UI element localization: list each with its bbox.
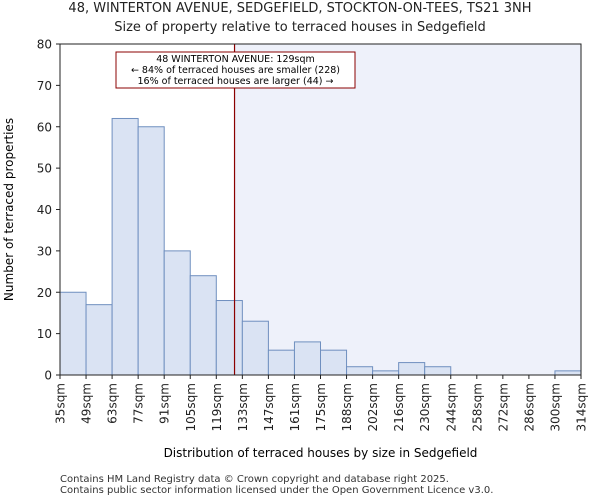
bar-63sqm	[111, 117, 139, 376]
x-tick-label: 272sqm	[496, 383, 510, 431]
y-tick-label: 30	[37, 244, 52, 258]
bar-161sqm	[293, 341, 322, 376]
annotation-line-3: 16% of terraced houses are larger (44) →	[138, 76, 334, 87]
x-tick-label: 91sqm	[158, 383, 172, 424]
footer-line2: Contains public sector information licen…	[60, 485, 494, 496]
bar-147sqm	[267, 349, 295, 376]
bar-202sqm	[372, 370, 400, 376]
y-tick-label: 80	[37, 38, 52, 52]
bar-49sqm	[85, 304, 113, 376]
x-tick-label: 63sqm	[106, 383, 120, 424]
annotation-box: 48 WINTERTON AVENUE: 129sqm ← 84% of ter…	[115, 51, 356, 89]
bar-216sqm	[398, 362, 426, 376]
x-tick-label: 258sqm	[470, 383, 484, 431]
y-axis-label: Number of terraced properties	[2, 118, 16, 301]
x-tick-label: 202sqm	[366, 383, 380, 431]
y-tick-label: 10	[37, 327, 52, 341]
chart-title-line1: 48, WINTERTON AVENUE, SEDGEFIELD, STOCKT…	[68, 1, 532, 16]
x-tick-label: 147sqm	[262, 383, 276, 431]
y-tick-label: 50	[37, 162, 52, 176]
bar-300sqm	[554, 370, 582, 376]
x-tick-label: 49sqm	[80, 383, 94, 424]
x-tick-label: 77sqm	[132, 383, 146, 424]
x-tick-label: 286sqm	[522, 383, 536, 431]
y-tick-label: 40	[37, 203, 52, 217]
bar-119sqm	[215, 300, 243, 376]
chart-title-line2: Size of property relative to terraced ho…	[114, 20, 486, 35]
x-tick-label: 161sqm	[288, 383, 302, 431]
x-tick-label: 175sqm	[314, 383, 328, 431]
y-tick-label: 0	[44, 369, 52, 383]
annotation-line-2: ← 84% of terraced houses are smaller (22…	[131, 65, 340, 76]
bar-133sqm	[241, 320, 269, 376]
annotation-frame	[115, 51, 356, 89]
annotation-line-1: 48 WINTERTON AVENUE: 129sqm	[156, 54, 315, 65]
footer-line1: Contains HM Land Registry data © Crown c…	[60, 474, 449, 485]
y-tick-label: 70	[37, 79, 52, 93]
x-tick-label: 133sqm	[236, 383, 250, 431]
bar-77sqm	[137, 126, 165, 376]
bar-91sqm	[163, 250, 191, 376]
x-tick-label: 314sqm	[575, 383, 589, 431]
x-tick-label: 105sqm	[184, 383, 198, 431]
x-tick-label: 216sqm	[392, 383, 406, 431]
x-tick-label: 35sqm	[54, 383, 68, 424]
bar-105sqm	[189, 275, 217, 376]
x-tick-label: 188sqm	[340, 383, 354, 431]
bar-35sqm	[59, 291, 87, 376]
bar-230sqm	[424, 366, 452, 376]
larger-properties-shade	[234, 44, 581, 375]
y-tick-label: 60	[37, 120, 52, 134]
y-tick-label: 20	[37, 286, 52, 300]
x-tick-label: 230sqm	[418, 383, 432, 431]
x-tick-label: 300sqm	[548, 383, 562, 431]
bar-175sqm	[320, 349, 348, 376]
x-tick-label: 119sqm	[210, 383, 224, 431]
x-tick-label: 244sqm	[444, 383, 458, 431]
x-axis-label: Distribution of terraced houses by size …	[164, 446, 478, 460]
bar-188sqm	[346, 366, 374, 376]
